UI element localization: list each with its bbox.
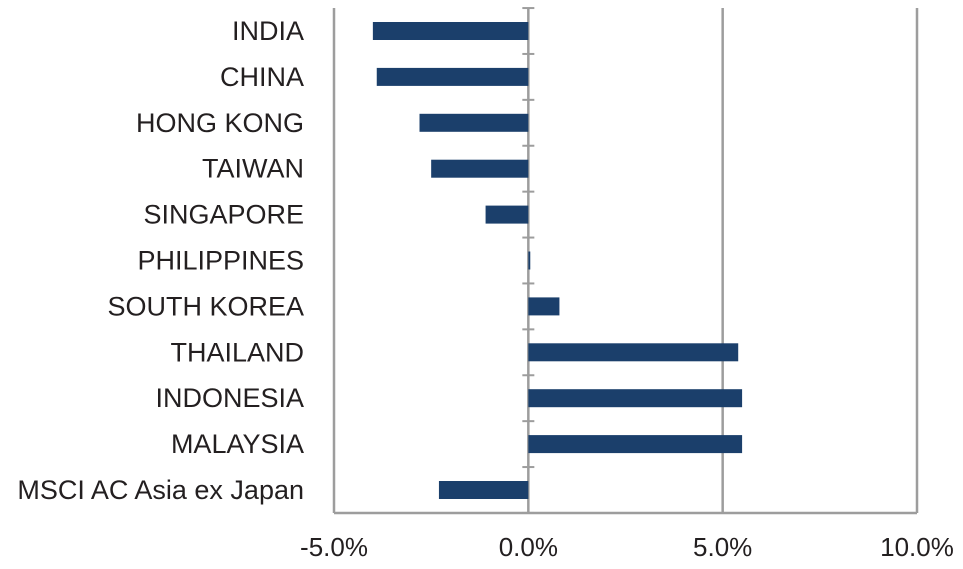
category-label-thailand: THAILAND — [170, 337, 304, 367]
category-label-msci-ac-asia-ex-japan: MSCI AC Asia ex Japan — [17, 475, 304, 505]
bar-msci-ac-asia-ex-japan — [438, 481, 529, 499]
category-label-singapore: SINGAPORE — [143, 200, 304, 230]
gridlines — [332, 8, 919, 513]
bar-south-korea — [528, 297, 560, 316]
category-label-malaysia: MALAYSIA — [171, 429, 304, 459]
bar-china — [376, 67, 529, 86]
bar-india — [372, 22, 529, 40]
bar-philippines — [528, 251, 531, 270]
bar-thailand — [528, 343, 739, 362]
category-label-south-korea: SOUTH KOREA — [107, 291, 304, 321]
category-label-indonesia: INDONESIA — [155, 383, 304, 413]
category-label-taiwan: TAIWAN — [202, 154, 304, 184]
category-label-china: CHINA — [220, 62, 304, 92]
x-tick-label-2: 5.0% — [693, 532, 752, 562]
x-tick-labels: -5.0% 0.0% 5.0% 10.0% — [300, 532, 954, 562]
bars — [372, 22, 743, 499]
x-tick-label-3: 10.0% — [880, 532, 954, 562]
bar-hong-kong — [419, 113, 529, 132]
x-tick-label-0: -5.0% — [300, 532, 368, 562]
bar-singapore — [485, 205, 529, 224]
x-tick-label-1: 0.0% — [499, 532, 558, 562]
category-label-india: INDIA — [232, 16, 304, 46]
x-axis — [334, 7, 917, 515]
bar-indonesia — [528, 389, 743, 408]
category-label-hong-kong: HONG KONG — [136, 108, 304, 138]
bar-malaysia — [528, 435, 743, 454]
category-labels: INDIA CHINA HONG KONG TAIWAN SINGAPORE PHILIP… — [17, 16, 304, 505]
bar-taiwan — [431, 159, 529, 178]
category-label-philippines: PHILIPPINES — [137, 246, 304, 276]
